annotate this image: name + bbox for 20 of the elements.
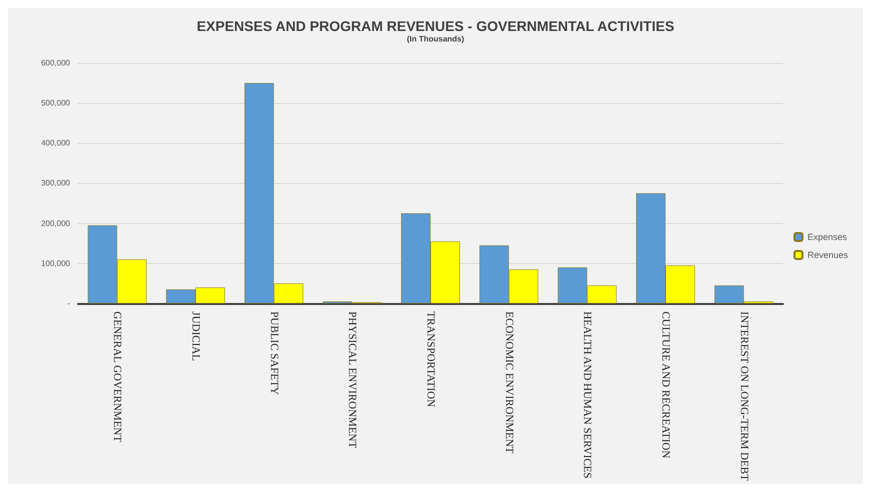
x-tick-label: JUDICIAL (190, 311, 202, 362)
x-tick-label: CULTURE AND RECREATION (660, 311, 672, 458)
y-tick-label: - (67, 298, 70, 308)
x-tick-label: TRANSPORTATION (424, 311, 436, 408)
y-tick-label: 500,000 (41, 98, 71, 108)
x-tick-label: PHYSICAL ENVIRONMENT (346, 311, 358, 448)
legend-label: Expenses (807, 232, 848, 242)
y-tick-label: 600,000 (41, 58, 71, 68)
x-tick-label: ECONOMIC ENVIRONMENT (502, 311, 515, 454)
legend-label: Revenues (807, 250, 848, 260)
y-tick-label: 300,000 (41, 178, 71, 188)
x-tick-label: HEALTH AND HUMAN SERVICES (581, 311, 594, 479)
y-tick-label: 200,000 (41, 218, 71, 228)
chart-title: EXPENSES AND PROGRAM REVENUES - GOVERNMENTAL ACTIVITIES (196, 18, 674, 34)
y-tick-label: 100,000 (41, 258, 71, 268)
x-tick-label: GENERAL GOVERNMENT (111, 311, 124, 442)
x-tick-label: PUBLIC SAFETY (268, 311, 280, 395)
chart-subtitle: (In Thousands) (406, 34, 464, 44)
x-tick-label: INTEREST ON LONG-TERM DEBT (738, 311, 750, 482)
y-tick-label: 400,000 (41, 138, 71, 148)
